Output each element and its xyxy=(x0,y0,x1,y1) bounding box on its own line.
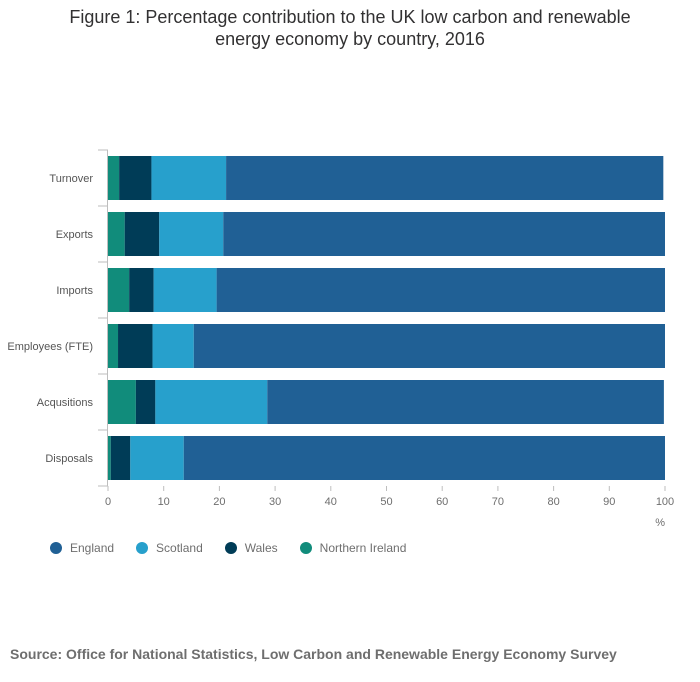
chart-legend: England Scotland Wales Northern Ireland xyxy=(50,541,406,555)
bar-scotland-acqusitions xyxy=(155,380,268,424)
bar-northern-ireland-acqusitions xyxy=(108,380,136,424)
x-tick-label: 60 xyxy=(436,496,448,508)
x-axis-label: % xyxy=(655,517,665,529)
bar-wales-employees-fte- xyxy=(118,324,153,368)
legend-item-england: England xyxy=(50,541,114,555)
legend-label: England xyxy=(70,541,115,555)
legend-swatch xyxy=(136,542,149,554)
y-tick-label: Exports xyxy=(56,229,94,241)
legend-swatch xyxy=(224,542,237,554)
bar-scotland-employees-fte- xyxy=(152,324,194,368)
bar-chart: Turnover Exports Imports Employees (FTE) Acq… xyxy=(7,149,674,529)
x-tick-label: 50 xyxy=(380,496,392,508)
x-tick-label: 70 xyxy=(492,496,504,508)
x-tick-label: 30 xyxy=(269,496,281,508)
bar-england-exports xyxy=(223,212,665,256)
bar-wales-disposals xyxy=(110,436,131,480)
y-tick-label: Acqusitions xyxy=(37,397,94,409)
x-tick-label: 10 xyxy=(158,496,170,508)
bar-england-turnover xyxy=(226,156,664,200)
legend-item-scotland: Scotland xyxy=(136,541,203,555)
y-tick-label: Employees (FTE) xyxy=(7,341,93,353)
bar-wales-turnover xyxy=(119,156,152,200)
y-tick-label: Turnover xyxy=(49,173,93,185)
y-tick-label: Imports xyxy=(56,285,93,297)
bar-wales-imports xyxy=(129,268,154,312)
bar-scotland-imports xyxy=(153,268,217,312)
bar-england-disposals xyxy=(183,436,665,480)
legend-swatch xyxy=(50,542,62,554)
legend-item-wales: Wales xyxy=(224,541,278,555)
bar-scotland-disposals xyxy=(130,436,184,480)
legend-label: Northern Ireland xyxy=(319,541,407,555)
legend-label: Wales xyxy=(244,541,278,555)
y-tick-label: Disposals xyxy=(45,453,93,465)
bar-england-employees-fte- xyxy=(193,324,665,368)
x-tick-label: 40 xyxy=(325,496,337,508)
legend-item-northern-ireland: Northern Ireland xyxy=(299,541,407,555)
bar-wales-exports xyxy=(124,212,160,256)
bar-northern-ireland-disposals xyxy=(108,436,111,480)
source-note: Source: Office for National Statistics, … xyxy=(10,646,617,662)
legend-label: Scotland xyxy=(156,541,203,555)
bar-northern-ireland-exports xyxy=(108,212,125,256)
bar-england-acqusitions xyxy=(267,380,664,424)
chart-title: Figure 1: Percentage contribution to the… xyxy=(0,6,700,50)
x-tick-label: 20 xyxy=(213,496,225,508)
x-tick-label: 80 xyxy=(547,496,559,508)
bar-england-imports xyxy=(216,268,666,312)
chart-title-line-1: Figure 1: Percentage contribution to the… xyxy=(69,7,631,27)
bar-scotland-exports xyxy=(159,212,224,256)
legend-swatch xyxy=(299,542,312,554)
bar-northern-ireland-imports xyxy=(108,268,130,312)
chart-title-line-2: energy economy by country, 2016 xyxy=(215,29,485,49)
x-tick-label: 0 xyxy=(105,496,111,508)
bar-wales-acqusitions xyxy=(135,380,156,424)
x-tick-label: 100 xyxy=(656,496,674,508)
bar-scotland-turnover xyxy=(151,156,227,200)
bar-northern-ireland-turnover xyxy=(108,156,120,200)
bar-northern-ireland-employees-fte- xyxy=(108,324,119,368)
x-tick-label: 90 xyxy=(603,496,615,508)
